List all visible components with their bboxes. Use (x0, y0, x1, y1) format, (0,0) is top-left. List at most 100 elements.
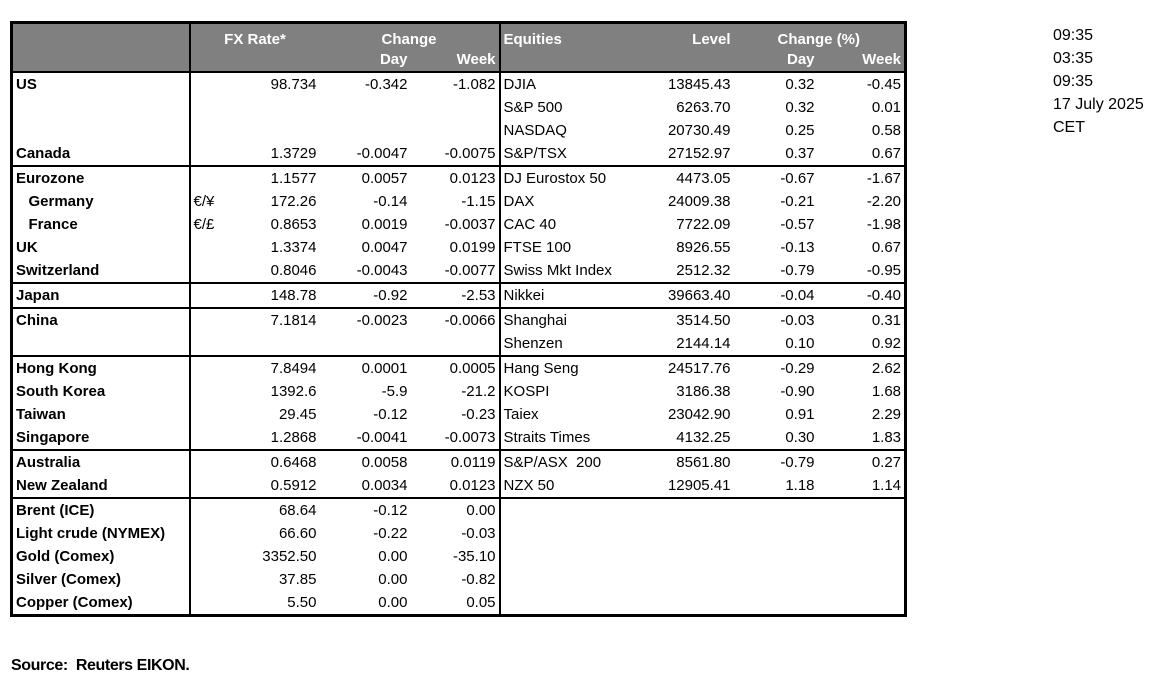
fx-rate-cell: 29.45 (278, 406, 317, 423)
snapshot-time-2: 03:35 (1053, 50, 1094, 67)
fx-day-change-cell: 0.0001 (361, 360, 408, 377)
fx-week-change-cell: -0.0075 (410, 142, 500, 167)
currency-pair-cell (188, 522, 235, 545)
equity-index-cell: Shanghai (498, 308, 650, 332)
equity-index-cell: NASDAQ (498, 119, 650, 142)
table-row: Canada 1.3729 -0.0047 -0.0075 S&P/TSX 27… (11, 142, 906, 167)
currency-pair-cell (188, 568, 235, 591)
fx-day-change-cell: -0.0047 (319, 142, 411, 167)
equity-day-change-cell: -0.04 (733, 283, 818, 309)
equity-index-cell (498, 522, 650, 545)
equity-level-cell (650, 568, 734, 591)
equity-week-change-cell: 0.31 (871, 312, 902, 329)
fx-rate-cell: 37.85 (278, 571, 317, 588)
equity-week-change-cell: -2.20 (866, 193, 902, 210)
region-name-cell: South Korea (16, 383, 106, 400)
fx-week-change-cell: -0.82 (461, 571, 496, 588)
equity-index-cell: Straits Times (498, 426, 650, 451)
equity-level-cell: 8561.80 (676, 454, 731, 471)
equity-index-cell: S&P 500 (498, 96, 650, 119)
header-equities: Equities (498, 22, 650, 48)
fx-rate-cell: 1.3374 (270, 239, 317, 256)
equity-index-cell: S&P/TSX (498, 142, 650, 167)
fx-week-change-cell: 0.0119 (450, 454, 496, 471)
fx-day-change-cell: 0.0019 (361, 216, 408, 233)
table-row: Singapore 1.2868 -0.0041 -0.0073 Straits… (11, 426, 906, 451)
equity-index-cell: S&P/ASX 200 (498, 450, 650, 474)
equity-level-cell (650, 498, 734, 522)
region-name-cell: Hong Kong (16, 360, 97, 377)
table-row: Brent (ICE) 68.64 -0.12 0.00 (12, 498, 906, 522)
fx-day-change-cell: -0.22 (373, 525, 408, 542)
equity-index-cell: KOSPI (498, 380, 650, 403)
region-name-cell (11, 332, 190, 357)
equity-week-change-cell: 0.67 (871, 239, 902, 256)
fx-rate-cell: 0.8046 (234, 259, 320, 284)
currency-pair-cell (188, 474, 235, 499)
fx-rate-cell (234, 332, 320, 357)
table-row: Taiwan 29.45 -0.12 -0.23 Taiex 23042.90 … (12, 403, 906, 426)
fx-week-change-cell: -21.2 (461, 383, 496, 400)
equity-level-cell: 39663.40 (649, 283, 734, 309)
currency-pair-cell (188, 283, 235, 309)
equity-level-cell: 23042.90 (667, 406, 731, 423)
header-eq-week: Week (817, 48, 906, 73)
region-name-cell: Singapore (11, 426, 190, 451)
header-fx-day: Day (319, 48, 411, 73)
fx-week-change-cell: 0.0005 (449, 360, 496, 377)
region-name-cell: Eurozone (16, 170, 85, 187)
source-line: Source: Reuters EIKON. (11, 657, 190, 674)
table-row: Germany €/¥ 172.26 -0.14 -1.15 DAX 24009… (12, 190, 906, 213)
equity-level-cell: 24009.38 (667, 193, 731, 210)
equity-week-change-cell: -0.40 (817, 283, 906, 309)
currency-pair-cell: €/£ (188, 213, 235, 236)
currency-pair-cell (188, 545, 235, 568)
equity-day-change-cell: 0.32 (785, 99, 815, 116)
equity-level-cell (650, 545, 734, 568)
equity-day-change-cell: -0.03 (780, 312, 815, 329)
table-row: Copper (Comex) 5.50 0.00 0.05 (12, 591, 906, 616)
header-level: Level (649, 22, 734, 48)
currency-pair-cell (188, 119, 235, 142)
equity-week-change-cell: 1.83 (817, 426, 906, 451)
fx-week-change-cell: -2.53 (410, 283, 500, 309)
equity-day-change-cell: 0.32 (785, 76, 815, 93)
table-row: Gold (Comex) 3352.50 0.00 -35.10 (12, 545, 906, 568)
region-name-cell: Brent (ICE) (16, 502, 95, 519)
equity-day-change-cell: -0.57 (780, 216, 815, 233)
region-name-cell: Copper (Comex) (16, 594, 133, 611)
equity-level-cell: 8926.55 (676, 239, 731, 256)
fx-week-change-cell: 0.00 (466, 502, 496, 519)
currency-pair-cell (188, 96, 235, 119)
header-blank (11, 48, 190, 73)
equity-day-change-cell (734, 498, 818, 522)
snapshot-timezone: CET (1053, 119, 1085, 136)
equity-level-cell: 12905.41 (649, 474, 734, 499)
equity-index-cell: CAC 40 (498, 213, 650, 236)
table-row: Shenzen 2144.14 0.10 0.92 (11, 332, 906, 357)
equity-day-change-cell: -0.79 (733, 259, 818, 284)
equity-level-cell: 2512.32 (649, 259, 734, 284)
equity-week-change-cell: 0.58 (871, 122, 902, 139)
equity-level-cell: 24517.76 (667, 360, 731, 377)
equity-week-change-cell: -1.67 (866, 170, 902, 187)
table-row: Light crude (NYMEX) 66.60 -0.22 -0.03 (12, 522, 906, 545)
equity-week-change-cell (818, 591, 906, 616)
fx-week-change-cell: -0.0077 (410, 259, 500, 284)
snapshot-date: 17 July 2025 (1053, 96, 1144, 113)
header-blank (649, 48, 734, 73)
equity-week-change-cell: 0.67 (817, 142, 906, 167)
region-name-cell: Australia (16, 454, 81, 471)
equity-level-cell: 6263.70 (676, 99, 731, 116)
equity-week-change-cell: 2.62 (871, 360, 902, 377)
fx-week-change-cell: 0.0123 (410, 474, 500, 499)
currency-pair-cell (188, 166, 235, 190)
fx-rate-cell: 5.50 (287, 594, 317, 611)
market-data-table: FX Rate* Change Equities Level Change (%… (10, 21, 908, 617)
equity-level-cell: 7722.09 (676, 216, 731, 233)
fx-week-change-cell: -0.0066 (444, 312, 496, 329)
equity-level-cell (650, 522, 734, 545)
table-row: South Korea 1392.6 -5.9 -21.2 KOSPI 3186… (12, 380, 906, 403)
equity-day-change-cell: -0.21 (780, 193, 815, 210)
region-name-cell: China (16, 312, 58, 329)
